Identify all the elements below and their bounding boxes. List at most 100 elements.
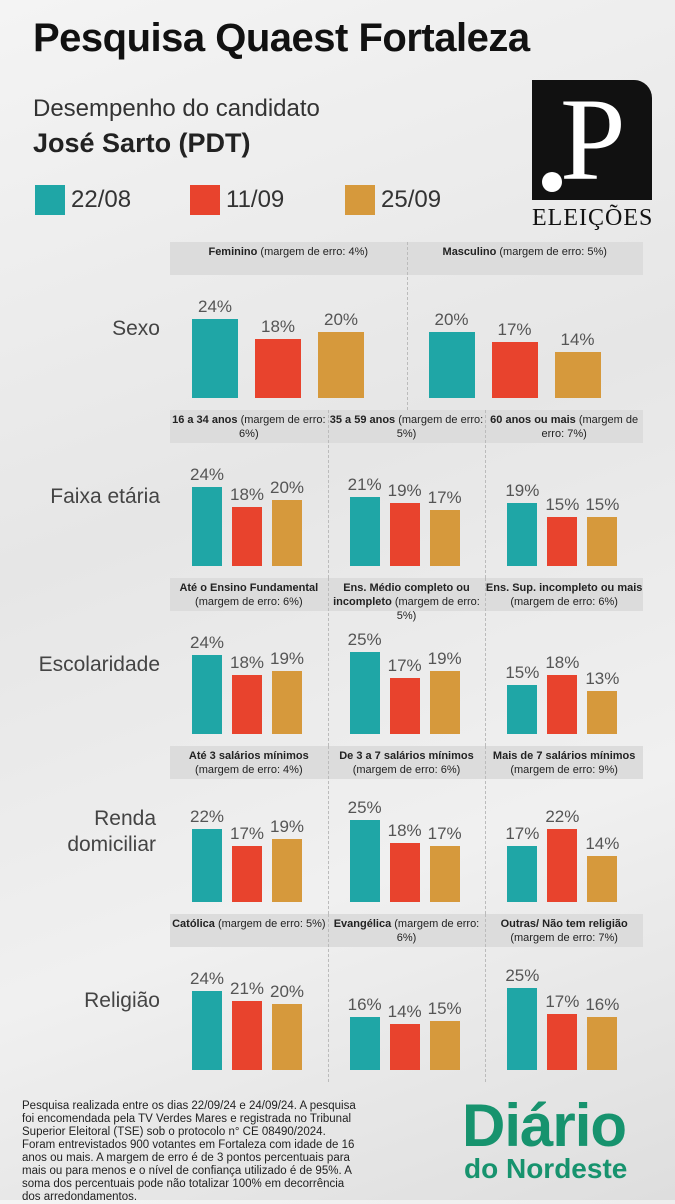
bar-25/09 (318, 332, 364, 398)
brand-logo: Diário do Nordeste (462, 1092, 628, 1184)
panel-header: 16 a 34 anos (margem de erro: 6%) (170, 410, 328, 443)
panel-margin: (margem de erro: 6%) (195, 596, 303, 608)
legend-swatch (345, 185, 375, 215)
bar-25/09 (272, 500, 302, 566)
bar-22/08 (349, 651, 380, 734)
data-label: 17% (497, 319, 532, 339)
panel-title: De 3 a 7 salários mínimos (339, 750, 474, 762)
data-label: 15% (585, 494, 620, 514)
panel-title: Ens. Sup. incompleto ou mais (485, 582, 643, 594)
panel-title: Evangélica (333, 918, 395, 930)
panel-margin: (margem de erro: 5%) (394, 596, 480, 622)
panel-margin: (margem de erro: 7%) (510, 932, 618, 944)
bar-22/08 (428, 332, 475, 398)
data-label: 16% (585, 995, 620, 1015)
bar-11/09 (389, 842, 420, 902)
row-label: Escolaridade (38, 653, 160, 676)
panel-margin: (margem de erro: 4%) (195, 764, 303, 776)
legend-item: 25/09 (345, 185, 441, 215)
legend-label: 25/09 (381, 186, 442, 213)
data-label: 19% (427, 649, 462, 669)
data-label: 19% (269, 649, 305, 669)
panel-divider (485, 578, 487, 746)
bar-25/09 (587, 691, 618, 734)
panel-header: Masculino (margem de erro: 5%) (406, 242, 643, 275)
panel-margin: (margem de erro: 6%) (239, 414, 326, 440)
data-label: 24% (189, 464, 225, 484)
data-label: 18% (229, 484, 265, 504)
panel-margin: (margem de erro: 5%) (396, 414, 484, 440)
panel-divider (327, 914, 329, 1082)
bar-11/09 (232, 845, 262, 902)
bar-25/09 (272, 1004, 302, 1070)
data-label: 20% (434, 310, 469, 329)
data-label: 15% (545, 494, 580, 514)
bar-25/09 (587, 1017, 618, 1070)
bar-22/08 (507, 987, 538, 1070)
panel-margin: (margem de erro: 6%) (394, 918, 480, 944)
panel-header: Mais de 7 salários mínimos (margem de er… (485, 746, 643, 779)
panel-divider (327, 578, 329, 746)
bar-22/08 (349, 496, 380, 566)
data-label: 17% (229, 823, 265, 843)
data-label: 15% (427, 998, 462, 1018)
data-label: 24% (189, 632, 225, 652)
data-label: 25% (347, 797, 382, 817)
panel-margin: (margem de erro: 7%) (541, 414, 639, 440)
panel-divider (485, 914, 487, 1082)
data-label: 20% (269, 982, 305, 1001)
panel-title: 35 a 59 anos (329, 414, 399, 426)
bar-22/08 (192, 829, 222, 902)
panel-header: Ens. Sup. incompleto ou mais (margem de … (485, 578, 643, 611)
footer-note: Pesquisa realizada entre os dias 22/09/2… (22, 1100, 356, 1203)
bar-25/09 (272, 839, 302, 902)
bar-11/09 (491, 341, 538, 398)
bar-22/08 (507, 845, 538, 902)
bar-22/08 (349, 1017, 380, 1070)
panel-divider (327, 746, 329, 914)
row-label: Religião (84, 989, 160, 1012)
data-label: 13% (585, 669, 620, 689)
legend-item: 11/09 (190, 185, 284, 215)
panel-title: 60 anos ou mais (490, 414, 579, 426)
panel-margin: (margem de erro: 6%) (352, 764, 461, 776)
bar-22/08 (192, 654, 222, 734)
panel-divider (406, 242, 408, 410)
panel-margin: (margem de erro: 4%) (260, 246, 369, 258)
data-label: 19% (387, 481, 422, 501)
panel-title: Até 3 salários mínimos (188, 750, 309, 762)
data-label: 22% (545, 807, 580, 827)
data-label: 19% (269, 817, 305, 837)
data-label: 14% (585, 833, 620, 853)
row-label: Renda domiciliar (67, 807, 156, 856)
bar-25/09 (429, 509, 460, 566)
panel-title: Outras/ Não tem religião (500, 918, 628, 930)
panel-divider (485, 746, 487, 914)
legend-label: 11/09 (226, 186, 285, 213)
bar-25/09 (587, 516, 618, 566)
bar-11/09 (232, 1000, 262, 1070)
data-label: 25% (347, 629, 382, 649)
bar-11/09 (232, 506, 262, 566)
bar-25/09 (429, 671, 460, 734)
panel-divider (327, 410, 329, 578)
data-label: 21% (229, 978, 265, 998)
candidate-name: José Sarto (PDT) (33, 128, 251, 158)
subtitle: Desempenho do candidato (33, 95, 320, 122)
bar-22/08 (192, 990, 222, 1070)
data-label: 14% (560, 329, 595, 349)
bar-22/08 (507, 503, 538, 566)
page-title: Pesquisa Quaest Fortaleza (33, 16, 530, 60)
data-label: 24% (189, 968, 225, 988)
panel-title: Católica (172, 918, 218, 930)
bar-25/09 (554, 351, 601, 398)
data-label: 17% (545, 991, 580, 1011)
row-label: Sexo (112, 317, 160, 340)
legend-swatch (35, 185, 65, 215)
panel-header: 60 anos ou mais (margem de erro: 7%) (485, 410, 643, 443)
data-label: 18% (229, 652, 265, 672)
panel-header: 35 a 59 anos (margem de erro: 5%) (327, 410, 486, 443)
panel-header: Até 3 salários mínimos (margem de erro: … (170, 746, 328, 779)
bar-11/09 (547, 516, 578, 566)
panel-title: Masculino (442, 246, 500, 258)
